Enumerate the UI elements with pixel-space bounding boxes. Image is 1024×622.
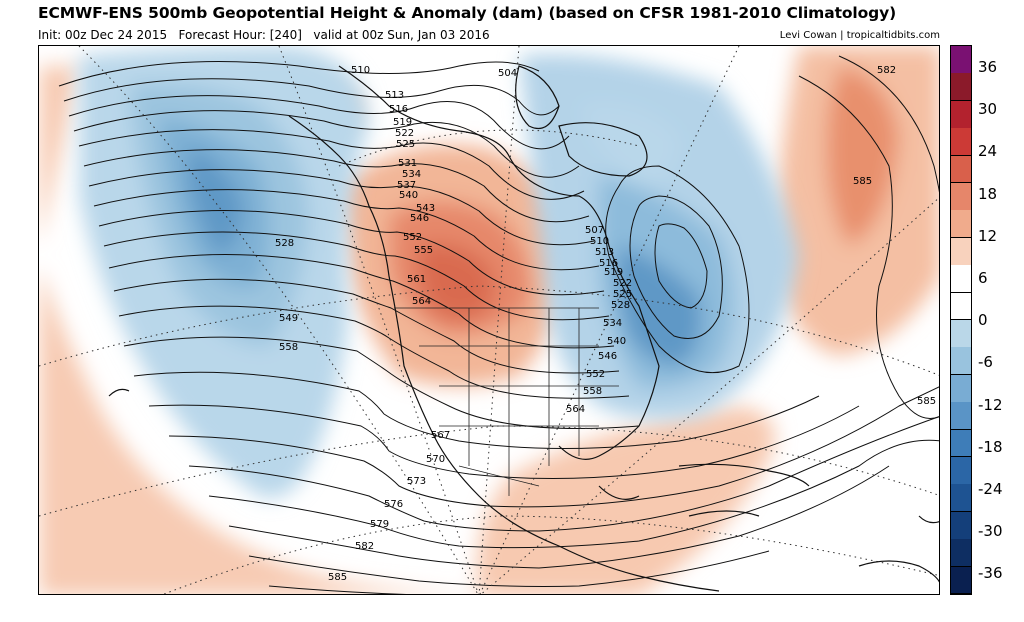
contour-label: 525	[613, 289, 632, 300]
contour-label: 549	[279, 313, 298, 324]
contour-labels: 510 504 513 516 519 522 525 528 531 534 …	[275, 65, 936, 583]
contour-label: 540	[399, 190, 418, 201]
contour-label: 522	[613, 278, 632, 289]
colorbar-segment	[951, 511, 971, 540]
contour-label: 579	[370, 519, 389, 530]
colorbar-segment	[951, 347, 971, 376]
valid-time: valid at 00z Sun, Jan 03 2016	[313, 28, 490, 42]
contour-label: 582	[355, 541, 374, 552]
colorbar-segment	[951, 100, 971, 129]
contour-label: 504	[498, 68, 517, 79]
contour-label: 576	[384, 499, 403, 510]
colorbar-label: 36	[978, 58, 998, 76]
contour-label: 555	[414, 245, 433, 256]
colorbar-segment	[951, 374, 971, 403]
colorbar-label: -18	[978, 437, 1003, 456]
contour-label: 519	[393, 117, 412, 128]
map-subtitle: Init: 00z Dec 24 2015 Forecast Hour: [24…	[38, 28, 490, 42]
colorbar-label: 24	[978, 142, 998, 161]
contour-label: 528	[275, 238, 294, 249]
colorbar-label: -24	[978, 480, 1003, 498]
contour-label: 546	[410, 213, 429, 224]
colorbar-label: 6	[978, 269, 988, 287]
colorbar-segment	[951, 320, 971, 348]
colorbar-segment	[951, 402, 971, 431]
colorbar-label: 30	[978, 100, 998, 119]
contour-label: 558	[279, 342, 298, 353]
contour-label: 522	[395, 128, 414, 139]
contour-label: 516	[389, 104, 408, 115]
contour-label: 543	[416, 203, 435, 214]
colorbar-label: 18	[978, 184, 998, 203]
contour-label: 537	[397, 180, 416, 191]
colorbar-segment	[951, 183, 971, 211]
map-title: ECMWF-ENS 500mb Geopotential Height & An…	[38, 4, 897, 22]
contour-label: 525	[396, 139, 415, 150]
contour-label: 510	[590, 236, 609, 247]
contour-label: 516	[599, 258, 618, 269]
contour-label: 567	[431, 430, 450, 441]
contour-label: 534	[402, 169, 421, 180]
colorbar-label: 12	[978, 226, 998, 245]
colorbar-segment	[951, 73, 971, 102]
contour-label: 531	[398, 158, 417, 169]
contour-label: 564	[412, 296, 431, 307]
contour-label: 534	[603, 318, 622, 329]
contour-label: 564	[566, 404, 585, 415]
colorbar-segment	[951, 292, 971, 321]
colorbar-segment	[951, 265, 971, 294]
contour-label: 558	[583, 386, 602, 397]
contour-label: 546	[598, 351, 617, 362]
coastlines	[108, 65, 939, 592]
colorbar-segment	[951, 566, 971, 595]
map-canvas: 510 504 513 516 519 522 525 528 531 534 …	[39, 46, 939, 594]
colorbar-segment	[951, 457, 971, 485]
colorbar-segment	[951, 429, 971, 458]
contour-label: 513	[595, 247, 614, 258]
contour-label: 561	[407, 274, 426, 285]
colorbar-segment	[951, 128, 971, 157]
anomaly-colorbar	[950, 45, 972, 595]
contour-label: 510	[351, 65, 370, 76]
contour-label: 528	[611, 300, 630, 311]
contour-label: 585	[917, 396, 936, 407]
colorbar-segment	[951, 237, 971, 266]
political-boundaries	[394, 307, 619, 496]
credit-text: Levi Cowan | tropicaltidbits.com	[779, 30, 940, 41]
colorbar-segment	[951, 210, 971, 239]
contour-label: 513	[385, 90, 404, 101]
colorbar-label: -30	[978, 522, 1003, 541]
map-panel: 510 504 513 516 519 522 525 528 531 534 …	[38, 45, 940, 595]
contour-label: 540	[607, 336, 626, 347]
init-time: Init: 00z Dec 24 2015	[38, 28, 168, 42]
contour-label: 519	[604, 267, 623, 278]
contour-label: 507	[585, 225, 604, 236]
colorbar-segment	[951, 484, 971, 513]
contour-label: 585	[853, 176, 872, 187]
contour-label: 585	[328, 572, 347, 583]
contour-label: 552	[403, 232, 422, 243]
contour-label: 573	[407, 476, 426, 487]
forecast-hour: Forecast Hour: [240]	[178, 28, 302, 42]
colorbar-segment	[951, 155, 971, 184]
colorbar-segment	[951, 46, 971, 74]
colorbar-label: 0	[978, 311, 988, 330]
contour-label: 570	[426, 454, 445, 465]
colorbar-label: -36	[978, 564, 1003, 583]
contour-label: 582	[877, 65, 896, 76]
contour-label: 552	[586, 369, 605, 380]
colorbar-label: -6	[978, 353, 993, 372]
lat-lon-grid	[39, 46, 939, 594]
colorbar-segment	[951, 539, 971, 568]
colorbar-label: -12	[978, 395, 1003, 414]
